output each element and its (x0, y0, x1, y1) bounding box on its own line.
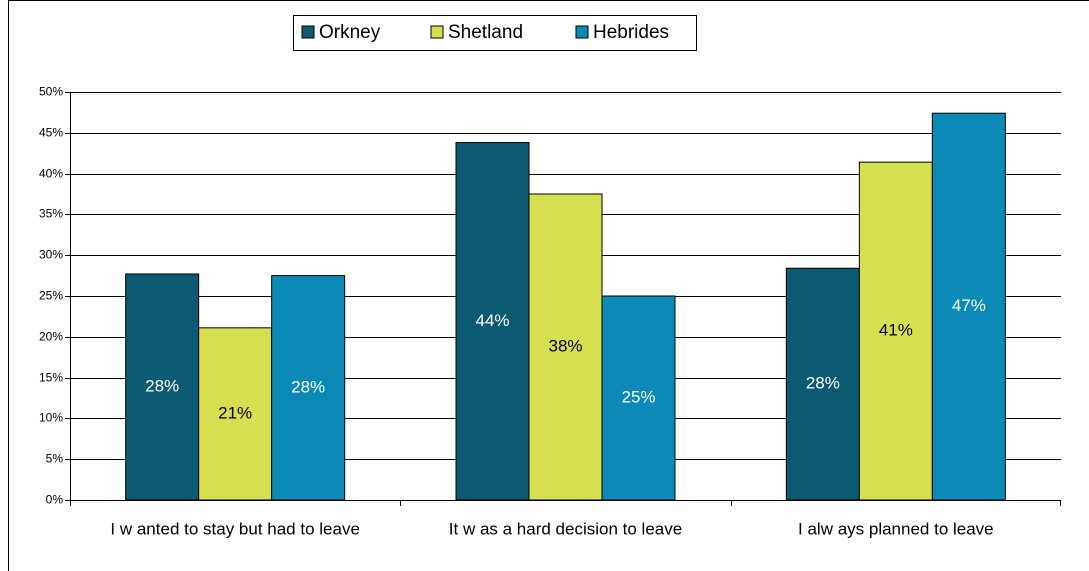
y-tick-label: 15% (39, 371, 63, 385)
value-label: 28% (806, 374, 840, 393)
value-label: 38% (548, 336, 582, 355)
legend-label: Orkney (319, 22, 381, 43)
legend-box (293, 15, 697, 51)
value-label: 28% (145, 376, 179, 395)
bar (858, 161, 933, 501)
x-tick-label: It w as a hard decision to leave (449, 519, 682, 538)
bar (785, 267, 860, 501)
y-tick-label: 40% (39, 167, 63, 181)
legend-swatch (430, 25, 444, 39)
y-tick-label: 35% (39, 207, 63, 221)
y-tick-label: 45% (39, 126, 63, 140)
y-tick-label: 50% (39, 85, 63, 99)
bar (125, 273, 200, 501)
bar (271, 275, 346, 501)
y-tick-label: 5% (46, 452, 64, 466)
legend-label: Hebrides (593, 22, 669, 43)
value-label: 41% (879, 321, 913, 340)
value-label: 21% (218, 403, 252, 422)
legend-swatch (301, 25, 315, 39)
legend-swatch (575, 25, 589, 39)
y-tick-label: 0% (46, 493, 64, 507)
y-tick-label: 25% (39, 289, 63, 303)
value-label: 28% (291, 377, 325, 396)
x-tick-label: I w anted to stay but had to leave (110, 519, 360, 538)
value-label: 47% (952, 296, 986, 315)
bar (528, 193, 603, 501)
value-label: 44% (475, 311, 509, 330)
legend-label: Shetland (448, 22, 523, 43)
bar (931, 112, 1006, 501)
y-tick-label: 30% (39, 248, 63, 262)
bar (198, 327, 273, 501)
y-tick-label: 20% (39, 330, 63, 344)
bar (601, 295, 676, 501)
x-tick-label: I alw ays planned to leave (798, 519, 994, 538)
value-label: 25% (621, 387, 655, 406)
y-tick-label: 10% (39, 411, 63, 425)
